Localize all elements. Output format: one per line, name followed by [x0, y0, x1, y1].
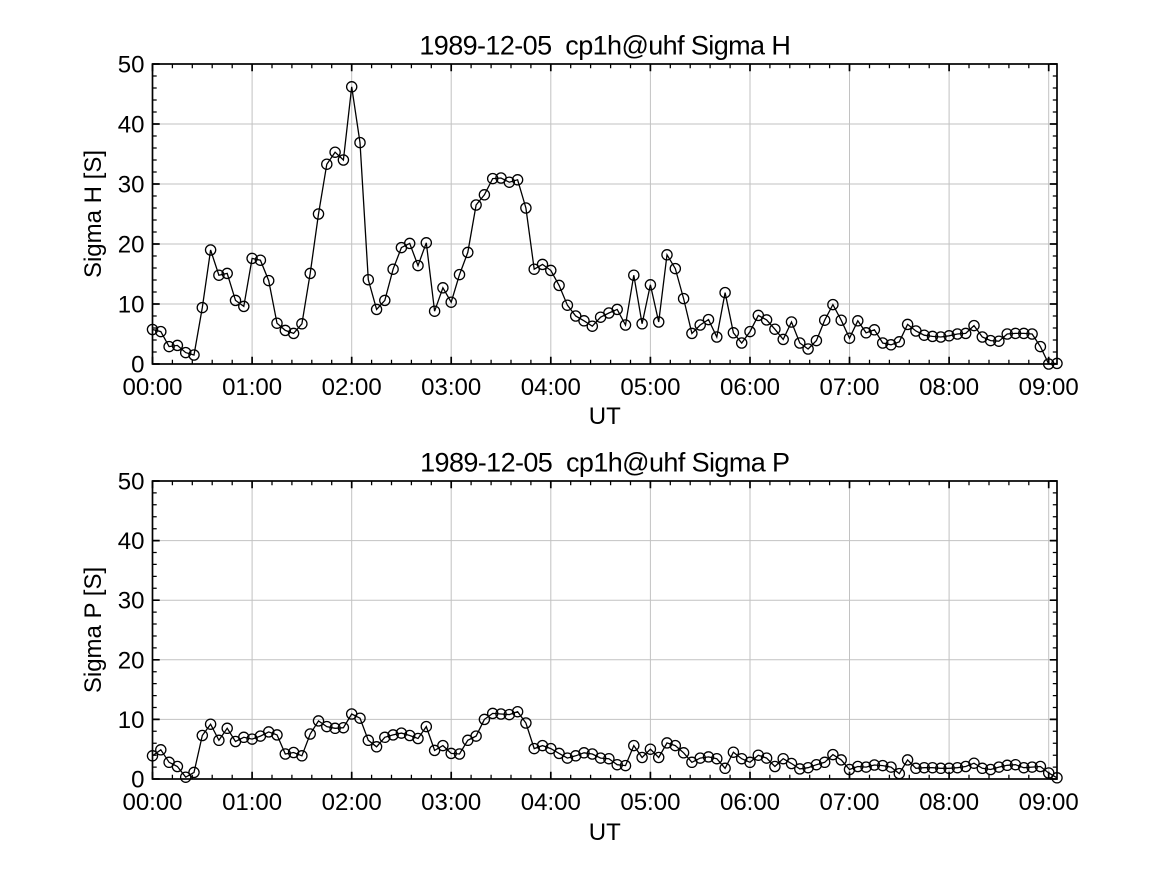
svg-text:0: 0 — [131, 767, 144, 794]
svg-text:06:00: 06:00 — [720, 374, 780, 401]
svg-text:UT: UT — [589, 819, 621, 846]
svg-text:06:00: 06:00 — [720, 789, 780, 816]
svg-text:07:00: 07:00 — [819, 789, 879, 816]
svg-text:Sigma P [S]: Sigma P [S] — [80, 567, 107, 693]
svg-text:05:00: 05:00 — [620, 789, 680, 816]
svg-text:1989-12-05 cp1h@uhf Sigma H: 1989-12-05 cp1h@uhf Sigma H — [419, 31, 790, 61]
svg-text:09:00: 09:00 — [1019, 374, 1079, 401]
svg-text:01:00: 01:00 — [222, 789, 282, 816]
svg-text:30: 30 — [118, 588, 145, 615]
svg-text:40: 40 — [118, 112, 145, 139]
svg-text:00:00: 00:00 — [122, 374, 182, 401]
svg-text:04:00: 04:00 — [521, 374, 581, 401]
svg-text:01:00: 01:00 — [222, 374, 282, 401]
svg-text:40: 40 — [118, 528, 145, 555]
svg-text:30: 30 — [118, 172, 145, 199]
svg-text:02:00: 02:00 — [322, 374, 382, 401]
svg-text:07:00: 07:00 — [819, 374, 879, 401]
svg-text:Sigma H [S]: Sigma H [S] — [80, 150, 107, 278]
svg-text:08:00: 08:00 — [919, 789, 979, 816]
svg-text:05:00: 05:00 — [620, 374, 680, 401]
svg-text:50: 50 — [118, 469, 145, 496]
svg-text:02:00: 02:00 — [322, 789, 382, 816]
svg-text:UT: UT — [589, 403, 621, 430]
svg-text:10: 10 — [118, 707, 145, 734]
svg-text:00:00: 00:00 — [122, 789, 182, 816]
svg-text:50: 50 — [118, 52, 145, 79]
svg-text:03:00: 03:00 — [421, 374, 481, 401]
svg-text:03:00: 03:00 — [421, 789, 481, 816]
svg-text:20: 20 — [118, 647, 145, 674]
svg-text:0: 0 — [131, 352, 144, 379]
svg-text:09:00: 09:00 — [1019, 789, 1079, 816]
svg-text:10: 10 — [118, 292, 145, 319]
svg-text:1989-12-05 cp1h@uhf Sigma P: 1989-12-05 cp1h@uhf Sigma P — [420, 448, 789, 478]
svg-text:20: 20 — [118, 232, 145, 259]
svg-text:08:00: 08:00 — [919, 374, 979, 401]
svg-text:04:00: 04:00 — [521, 789, 581, 816]
